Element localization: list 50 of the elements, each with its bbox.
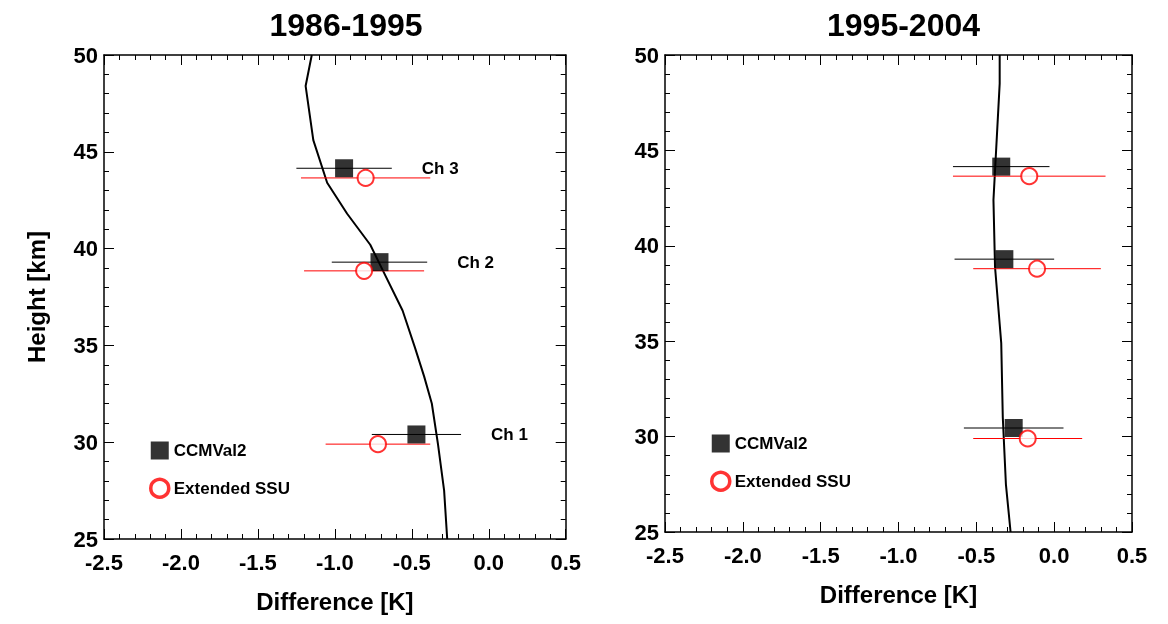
x-tick-label: -1.5 [238,549,277,575]
y-tick-label: 50 [634,42,659,68]
x-axis-title: Difference [K] [819,580,978,608]
y-tick-label: 30 [73,429,98,455]
x-tick-label: -1.0 [315,549,354,575]
point [992,157,1011,176]
x-tick-label: -2.0 [161,549,200,575]
point [368,435,387,454]
y-tick-label: 40 [634,233,659,259]
x-tick-label: -2.0 [723,542,762,568]
y-axis-title: Height [km] [22,231,50,363]
point [370,253,389,272]
x-tick-label: -2.5 [646,542,684,568]
legend-label: Extended SSU [734,471,851,491]
x-axis-title: Difference [K] [256,587,414,615]
point [355,261,374,280]
x-tick-label: -2.5 [85,549,123,575]
y-tick-label: 45 [73,139,98,165]
y-tick-label: 30 [634,424,659,450]
point [1004,419,1023,438]
point [1028,259,1047,278]
annotation: Ch 3 [421,158,459,178]
point [356,168,375,187]
annotation: Ch 2 [457,252,495,272]
x-tick-label: 0.5 [1116,542,1148,568]
point [1018,429,1037,448]
point [1020,167,1039,186]
x-tick-label: -1.0 [879,542,918,568]
y-tick-label: 50 [73,42,98,68]
legend-label: Extended SSU [173,478,290,498]
legend-label: CCMVal2 [734,434,808,453]
annotation: Ch 1 [491,424,528,444]
chart-title: 1986-1995 [269,7,423,43]
x-tick-label: -0.5 [957,542,996,568]
point [995,250,1014,269]
legend-label: CCMVal2 [173,441,247,460]
chart-title: 1995-2004 [826,7,981,43]
point [407,425,426,444]
x-tick-label: 0.0 [473,549,505,575]
y-tick-label: 35 [73,332,98,358]
x-tick-label: -0.5 [392,549,431,575]
y-tick-label: 35 [634,328,659,354]
point [335,159,354,178]
y-tick-label: 40 [73,236,98,262]
x-tick-label: -1.5 [801,542,840,568]
x-tick-label: 0.0 [1038,542,1070,568]
y-tick-label: 25 [73,526,98,552]
x-tick-label: 0.5 [550,549,582,575]
y-tick-label: 45 [634,137,659,163]
y-tick-label: 25 [634,519,659,545]
